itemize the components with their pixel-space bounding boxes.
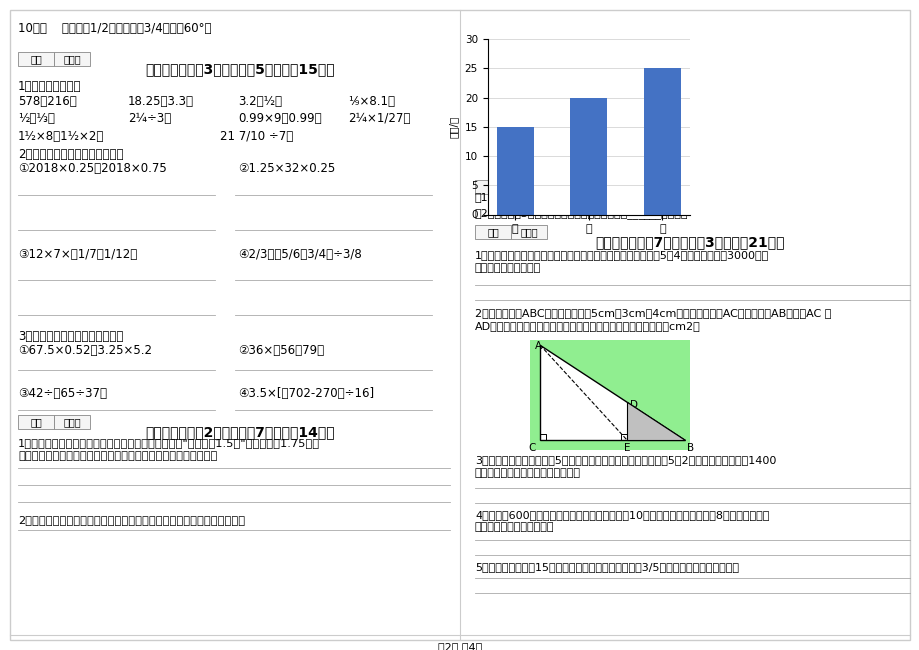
Text: ①67.5×0.52＋3.25×5.2: ①67.5×0.52＋3.25×5.2 bbox=[18, 344, 152, 357]
Text: 3、脱式计算，能简算的要简算。: 3、脱式计算，能简算的要简算。 bbox=[18, 330, 123, 343]
Text: ②36×（56＋79）: ②36×（56＋79） bbox=[238, 344, 323, 357]
Polygon shape bbox=[539, 345, 685, 440]
Text: C: C bbox=[528, 443, 535, 453]
Text: ④3.5×[（702-270）÷16]: ④3.5×[（702-270）÷16] bbox=[238, 387, 374, 400]
Text: ½＋⅓＝: ½＋⅓＝ bbox=[18, 112, 55, 125]
Text: AD重合，如下图，则图中阴影部分（未重叠部分）的面积是多少cm2？: AD重合，如下图，则图中阴影部分（未重叠部分）的面积是多少cm2？ bbox=[474, 321, 700, 331]
Text: 10．（    ）周角的1/2减去平角的3/4，差是60°．: 10．（ ）周角的1/2减去平角的3/4，差是60°． bbox=[18, 22, 211, 35]
Text: ②1.25×32×0.25: ②1.25×32×0.25 bbox=[238, 162, 335, 175]
Text: 3.2－½＝: 3.2－½＝ bbox=[238, 95, 282, 108]
Bar bbox=[529, 340, 689, 450]
Text: ①2018×0.25＋2018×0.75: ①2018×0.25＋2018×0.75 bbox=[18, 162, 166, 175]
Text: 六、应用题（共7小题，每题3分，共计21分）: 六、应用题（共7小题，每题3分，共计21分） bbox=[595, 235, 784, 249]
Text: 得分: 得分 bbox=[30, 54, 42, 64]
Text: 2、如图是甲、乙、丙三人单独完成某项工程所需天数统计图，看图填空：: 2、如图是甲、乙、丙三人单独完成某项工程所需天数统计图，看图填空： bbox=[18, 515, 244, 525]
Polygon shape bbox=[627, 402, 685, 440]
Text: 四、计算题（共3小题，每题5分，共计15分）: 四、计算题（共3小题，每题5分，共计15分） bbox=[145, 62, 335, 76]
Y-axis label: 天数/天: 天数/天 bbox=[448, 116, 459, 138]
Text: 3、一家汽车销售公司今年5月份销售小轿车和小货车数量的比是5：2，这两种车共销售了1400: 3、一家汽车销售公司今年5月份销售小轿车和小货车数量的比是5：2，这两种车共销售… bbox=[474, 455, 776, 465]
Bar bbox=[474, 225, 510, 239]
Text: 578＋216＝: 578＋216＝ bbox=[18, 95, 76, 108]
Text: 1、直接写出得数：: 1、直接写出得数： bbox=[18, 80, 82, 93]
Text: 2、脱式计算，能简算的要简算。: 2、脱式计算，能简算的要简算。 bbox=[18, 148, 123, 161]
Text: 他不会游泳，如果不慎掉入水池中，他是否有生命危险？为什么？: 他不会游泳，如果不慎掉入水池中，他是否有生命危险？为什么？ bbox=[18, 451, 217, 461]
Text: ④2/3＋（5/6－3/4）÷3/8: ④2/3＋（5/6－3/4）÷3/8 bbox=[238, 248, 361, 261]
Text: 2、直角三角形ABC的三条边分别是5cm，3cm和4cm，将它的直角边AC对折到斜边AB上，使AC 与: 2、直角三角形ABC的三条边分别是5cm，3cm和4cm，将它的直角边AC对折到… bbox=[474, 308, 831, 318]
Text: 辆，小轿车比小货车多卖了多少辆？: 辆，小轿车比小货车多卖了多少辆？ bbox=[474, 468, 581, 478]
Text: 得分: 得分 bbox=[486, 182, 498, 192]
Bar bbox=[510, 180, 547, 194]
Text: E: E bbox=[623, 443, 630, 453]
Bar bbox=[643, 68, 680, 215]
Text: 五、综合题（共2小题，每题7分，共计14分）: 五、综合题（共2小题，每题7分，共计14分） bbox=[145, 425, 335, 439]
Text: 九月份生产了多少双？: 九月份生产了多少双？ bbox=[474, 263, 540, 273]
Text: ③12×7×（1/7－1/12）: ③12×7×（1/7－1/12） bbox=[18, 248, 137, 261]
Text: 1、面图分析：有一个水池里竖着一块牌子，上面写着"平均水深1.5米"，某人身高1.75米，: 1、面图分析：有一个水池里竖着一块牌子，上面写着"平均水深1.5米"，某人身高1… bbox=[18, 438, 320, 448]
Bar bbox=[474, 180, 510, 194]
Bar bbox=[54, 52, 90, 66]
Text: 1½×8＋1½×2＝: 1½×8＋1½×2＝ bbox=[18, 130, 104, 143]
Text: 评卷人: 评卷人 bbox=[519, 182, 538, 192]
Text: D: D bbox=[630, 400, 637, 410]
Text: 评卷人: 评卷人 bbox=[519, 227, 538, 237]
Text: （2）先由甲做3天，剩下的工程由丙接着做，还要______天完成。: （2）先由甲做3天，剩下的工程由丙接着做，还要______天完成。 bbox=[474, 208, 687, 219]
Bar bbox=[496, 127, 533, 214]
Text: B: B bbox=[686, 443, 693, 453]
Text: 第2页 共4页: 第2页 共4页 bbox=[437, 642, 482, 650]
Text: 0.99×9＋0.99＝: 0.99×9＋0.99＝ bbox=[238, 112, 322, 125]
Bar bbox=[54, 415, 90, 429]
Text: 2¼÷3＝: 2¼÷3＝ bbox=[128, 112, 171, 125]
Text: 2¼×1/27＝: 2¼×1/27＝ bbox=[347, 112, 410, 125]
Text: 评卷人: 评卷人 bbox=[63, 417, 81, 427]
Bar bbox=[18, 52, 54, 66]
Text: 得分: 得分 bbox=[486, 227, 498, 237]
Text: 程队合作需要多少天完成？: 程队合作需要多少天完成？ bbox=[474, 522, 554, 532]
Text: 得分: 得分 bbox=[30, 417, 42, 427]
Text: ③42÷（65÷37）: ③42÷（65÷37） bbox=[18, 387, 107, 400]
Text: 18.25－3.3＝: 18.25－3.3＝ bbox=[128, 95, 194, 108]
Text: ⅟₉×8.1＝: ⅟₉×8.1＝ bbox=[347, 95, 394, 108]
Text: A: A bbox=[535, 341, 541, 351]
Text: 评卷人: 评卷人 bbox=[63, 54, 81, 64]
Bar bbox=[510, 225, 547, 239]
Bar bbox=[570, 98, 607, 214]
Text: （1）甲、乙合作______天可以完成这项工程的75%.: （1）甲、乙合作______天可以完成这项工程的75%. bbox=[474, 192, 656, 203]
Text: 21 7/10 ÷7＝: 21 7/10 ÷7＝ bbox=[220, 130, 293, 143]
Text: 5、商店运来蓝毛衣15包，正好是运来的红毛衣包数的3/5，商店运来红毛衣多少包？: 5、商店运来蓝毛衣15包，正好是运来的红毛衣包数的3/5，商店运来红毛衣多少包？ bbox=[474, 562, 738, 572]
Text: 1、鞋厂生产的皮鞋，十月份生产双数与九月份生产双数的比是5：4，十月份生产了3000双，: 1、鞋厂生产的皮鞋，十月份生产双数与九月份生产双数的比是5：4，十月份生产了30… bbox=[474, 250, 768, 260]
Bar bbox=[18, 415, 54, 429]
Text: 4、修一条600千米的公路，甲工程队单独完成要10天，乙工程队单独完成要8天，如果甲乙工: 4、修一条600千米的公路，甲工程队单独完成要10天，乙工程队单独完成要8天，如… bbox=[474, 510, 768, 520]
